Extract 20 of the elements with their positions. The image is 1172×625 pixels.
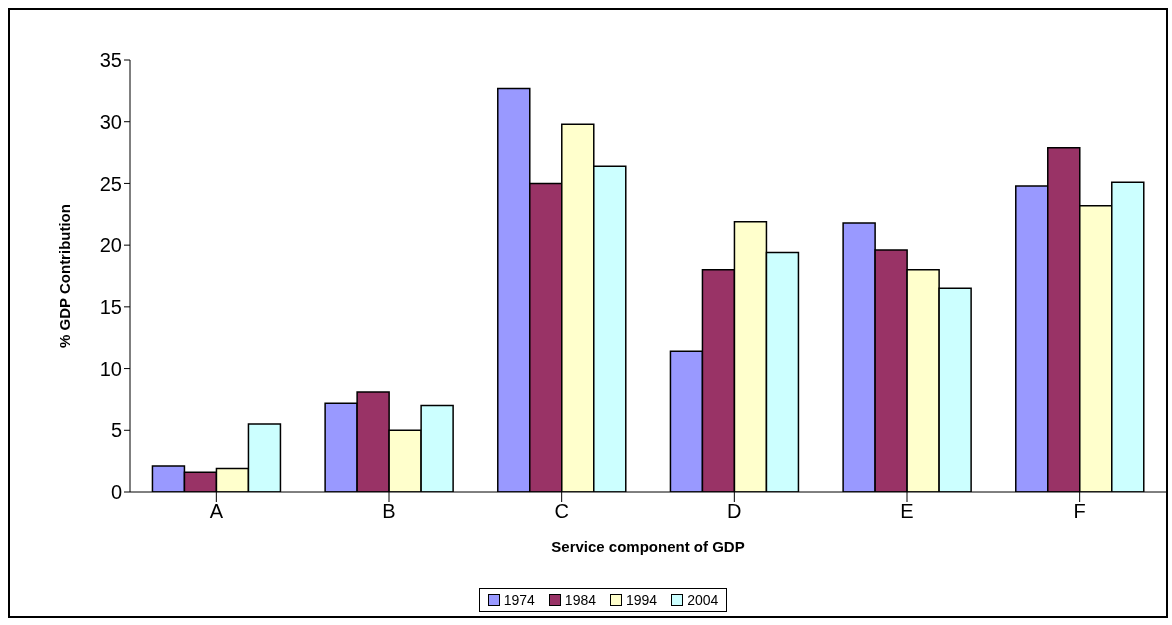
x-tick-label: E <box>900 500 914 523</box>
x-axis-title: Service component of GDP <box>551 538 745 555</box>
y-tick-label: 25 <box>99 172 122 195</box>
legend-label: 2004 <box>686 592 719 608</box>
y-axis-title: % GDP Contribution <box>56 204 74 348</box>
y-tick-label: 15 <box>99 295 122 318</box>
y-tick-label: 10 <box>99 357 122 380</box>
y-tick-label: 0 <box>110 481 122 504</box>
y-tick-label: 35 <box>99 49 122 72</box>
legend-label: 1984 <box>563 592 596 608</box>
y-tick-label: 5 <box>110 419 122 442</box>
x-tick-label: B <box>382 500 396 523</box>
legend-label: 1994 <box>625 592 658 608</box>
legend-label: 1974 <box>502 592 535 608</box>
x-tick-label: F <box>1073 500 1086 523</box>
y-tick-label: 30 <box>99 110 122 133</box>
x-tick-label: D <box>727 500 742 523</box>
x-tick-label: A <box>209 500 224 523</box>
y-tick-label: 20 <box>99 234 122 257</box>
x-tick-label: C <box>554 500 569 523</box>
